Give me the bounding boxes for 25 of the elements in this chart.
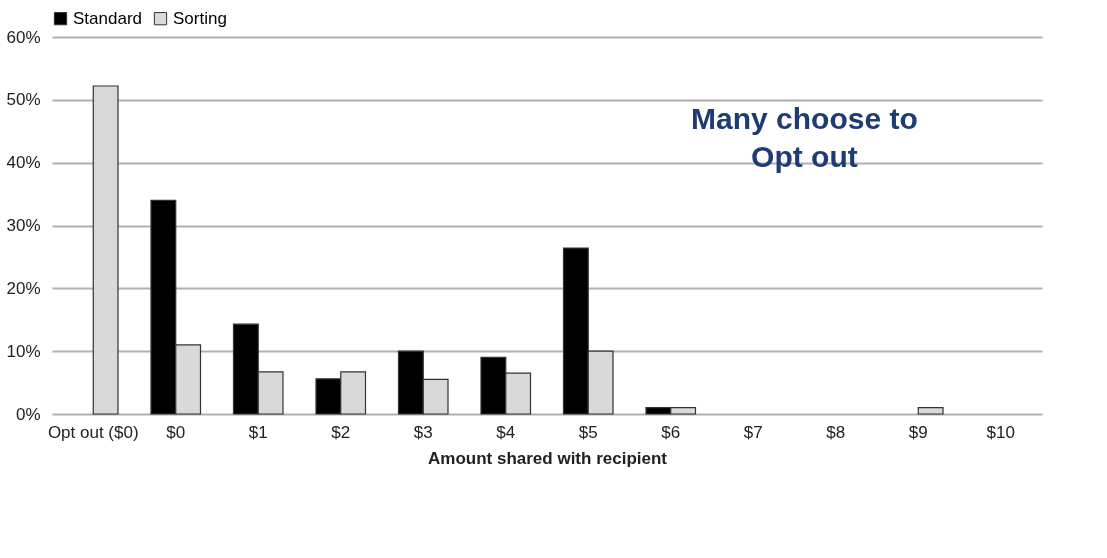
- x-tick-label: $10: [986, 422, 1015, 442]
- x-tick-label: $2: [331, 422, 351, 442]
- x-tick-label: Opt out ($0): [47, 422, 139, 442]
- bar: [92, 85, 119, 415]
- x-tick-label: $9: [908, 422, 928, 442]
- bar: [917, 407, 944, 415]
- y-tick-label: 20%: [6, 278, 41, 298]
- x-axis-title: Amount shared with recipient: [428, 448, 668, 468]
- x-tick-label: $6: [661, 422, 681, 442]
- y-tick-label: 10%: [6, 341, 41, 361]
- x-tick-label: $5: [578, 422, 598, 442]
- legend-label: Standard: [73, 8, 142, 28]
- y-tick-label: 40%: [6, 153, 41, 173]
- annotation: Many choose to Opt out: [691, 101, 918, 173]
- x-tick-label: $8: [826, 422, 846, 442]
- x-tick-label: $7: [743, 422, 763, 442]
- x-tick-label: $1: [248, 422, 268, 442]
- y-tick-label: 30%: [6, 216, 41, 235]
- x-tick-label: $0: [166, 422, 186, 442]
- y-tick-label: 50%: [6, 90, 41, 110]
- legend-label: Sorting: [173, 8, 227, 28]
- x-tick-label: $3: [413, 422, 433, 442]
- y-tick-label: 60%: [6, 27, 41, 47]
- x-tick-label: $4: [496, 422, 516, 442]
- y-tick-label: 0%: [15, 404, 41, 424]
